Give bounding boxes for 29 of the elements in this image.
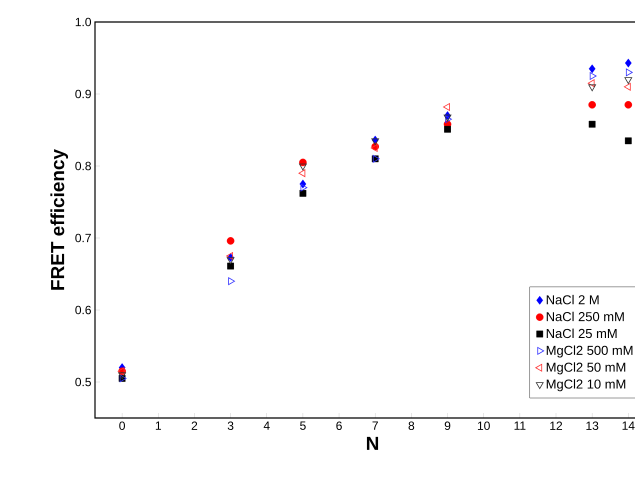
legend-label: NaCl 250 mM xyxy=(546,312,624,322)
x-tick-label: 9 xyxy=(444,422,450,430)
x-tick-label: 5 xyxy=(300,422,306,430)
x-tick-label: 1 xyxy=(156,422,162,430)
y-tick-label: 0.9 xyxy=(75,90,91,98)
x-tick-label: 13 xyxy=(586,422,598,430)
y-tick-label: 0.6 xyxy=(75,306,91,314)
x-tick-label: 7 xyxy=(372,422,378,430)
y-tick-label: 0.8 xyxy=(75,162,91,170)
y-tick-label: 1.0 xyxy=(76,18,92,26)
y-axis-title: FRET efficiency xyxy=(50,149,68,290)
x-tick-label: 11 xyxy=(514,422,526,430)
x-tick-label: 10 xyxy=(478,422,490,430)
x-tick-label: 14 xyxy=(622,422,635,430)
x-tick-label: 0 xyxy=(119,422,125,430)
x-tick-label: 3 xyxy=(228,422,234,430)
x-axis-title: N xyxy=(366,436,378,450)
x-tick-label: 12 xyxy=(550,422,562,430)
legend-label: NaCl 2 M xyxy=(546,294,599,304)
x-tick-label: 6 xyxy=(336,422,342,430)
legend-label: MgCl2 50 mM xyxy=(546,362,626,374)
y-tick-label: 0.7 xyxy=(75,234,91,242)
x-tick-label: 2 xyxy=(192,422,198,430)
x-tick-label: 8 xyxy=(408,422,414,430)
y-tick-label: 0.5 xyxy=(75,378,91,386)
x-tick-label: 4 xyxy=(264,422,270,430)
legend-label: MgCl2 500 mM xyxy=(546,345,632,358)
legend-label: NaCl 25 mM xyxy=(546,328,617,338)
legend-label: MgCl2 10 mM xyxy=(546,379,626,392)
